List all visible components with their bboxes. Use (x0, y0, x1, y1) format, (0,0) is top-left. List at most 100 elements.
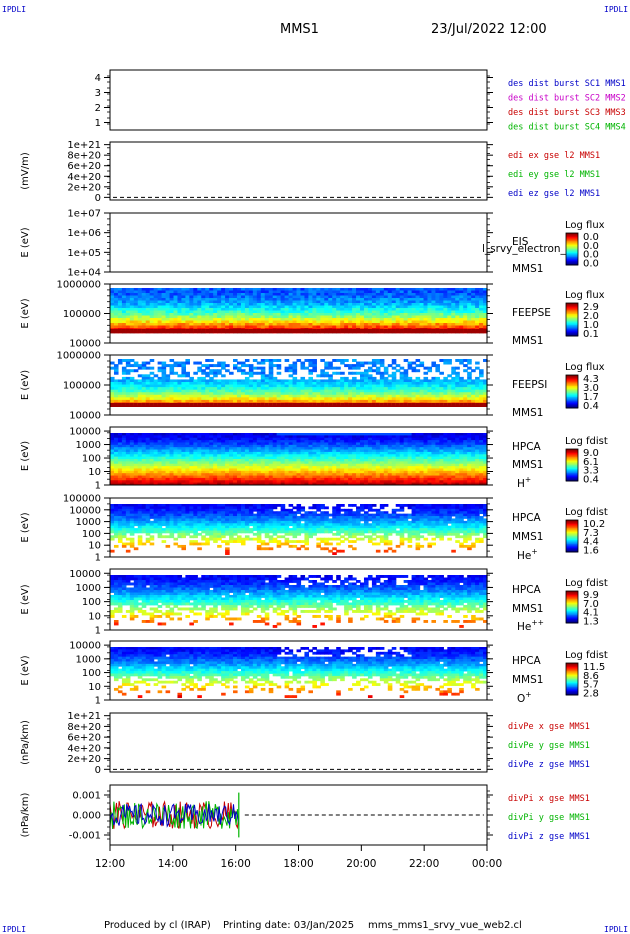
spectrogram-cell (201, 308, 206, 311)
spectrogram-cell (427, 389, 433, 393)
spectrogram-cell (371, 447, 377, 450)
spectrogram-cell (459, 376, 464, 380)
spectrogram-cell (288, 382, 294, 385)
spectrogram-cell (312, 293, 317, 296)
spectrogram-cell (280, 288, 286, 291)
spectrogram-cell (229, 437, 234, 441)
spectrogram-cell (173, 466, 179, 469)
spectrogram-cell (360, 399, 365, 403)
spectrogram-cell (427, 310, 433, 314)
spectrogram-cell (125, 382, 131, 385)
spectrogram-cell (272, 364, 278, 368)
spectrogram-cell (209, 456, 214, 460)
spectrogram-cell (240, 371, 246, 375)
spectrogram-cell (185, 329, 190, 333)
spectrogram-cell (185, 480, 190, 484)
spectrogram-cell (197, 293, 202, 296)
spectrogram-cell (236, 325, 242, 329)
spectrogram-cell (371, 329, 377, 333)
spectrogram-cell (264, 318, 270, 321)
spectrogram-cell (324, 394, 329, 398)
spectrogram-cell (383, 433, 389, 436)
spectrogram-cell (153, 288, 159, 291)
spectrogram-cell (443, 320, 448, 324)
spectrogram-cell (451, 300, 456, 304)
spectrogram-cell (276, 456, 282, 460)
spectrogram-cell (320, 310, 325, 314)
spectrogram-cell (391, 382, 397, 385)
spectrogram-cell (479, 290, 484, 294)
spectrogram-cell (411, 288, 417, 291)
spectrogram-cell (471, 308, 476, 311)
spectrogram-cell (399, 303, 405, 306)
spectrogram-cell (316, 389, 321, 393)
spectrogram-cell (312, 466, 317, 469)
spectrogram-cell (264, 300, 270, 304)
spectrogram-cell (379, 437, 385, 441)
spectrogram-cell (225, 477, 230, 481)
spectrogram-cell (387, 290, 393, 294)
spectrogram-cell (340, 303, 345, 306)
spectrogram-cell (121, 392, 127, 396)
spectrogram-cell (209, 473, 214, 476)
spectrogram-cell (252, 454, 258, 458)
spectrogram-cell (221, 394, 226, 398)
spectrogram-cell (367, 382, 373, 385)
spectrogram-cell (113, 466, 119, 469)
spectrogram-cell (352, 392, 357, 396)
spectrogram-cell (157, 468, 163, 472)
spectrogram-cell (479, 387, 484, 391)
spectrogram-cell (304, 392, 310, 396)
spectrogram-cell (451, 371, 456, 375)
spectrogram-cell (129, 403, 135, 407)
spectrogram-cell (383, 293, 389, 296)
spectrogram-cell (113, 320, 119, 324)
spectrogram-cell (363, 325, 369, 329)
spectrogram-cell (213, 384, 218, 388)
spectrogram-cell (435, 387, 440, 391)
spectrogram-cell (149, 329, 155, 333)
spectrogram-cell (225, 463, 230, 467)
spectrogram-cell (169, 435, 175, 439)
spectrogram-cell (141, 313, 147, 316)
spectrogram-cell (336, 313, 341, 316)
spectrogram-cell (352, 454, 357, 458)
spectrogram-cell (240, 397, 246, 401)
spectrogram-cell (391, 384, 397, 388)
spectrogram-cell (344, 320, 349, 324)
spectrogram-cell (177, 466, 183, 469)
spectrogram-cell (483, 389, 488, 393)
spectrogram-cell (113, 387, 119, 391)
spectrogram-cell (209, 437, 214, 441)
spectrogram-cell (300, 440, 306, 443)
spectrogram-cell (189, 300, 194, 304)
spectrogram-cell (189, 290, 194, 294)
spectrogram-cell (288, 305, 294, 309)
spectrogram-cell (217, 384, 222, 388)
spectrogram-cell (113, 318, 119, 321)
spectrogram-cell (165, 288, 171, 291)
spectrogram-cell (479, 318, 484, 321)
spectrogram-cell (229, 310, 234, 314)
spectrogram-cell (233, 366, 238, 370)
spectrogram-cell (340, 318, 345, 321)
spectrogram-cell (415, 288, 421, 291)
spectrogram-cell (165, 382, 171, 385)
spectrogram-cell (201, 463, 206, 467)
spectrogram-cell (312, 463, 317, 467)
spectrogram-cell (276, 447, 282, 450)
spectrogram-cell (125, 371, 131, 375)
spectrogram-cell (352, 308, 357, 311)
spectrogram-cell (236, 313, 242, 316)
spectrogram-cell (379, 394, 385, 398)
spectrogram-cell (225, 456, 230, 460)
spectrogram-cell (292, 288, 298, 291)
spectrogram-cell (308, 403, 313, 407)
spectrogram-cell (153, 295, 159, 299)
spectrogram-cell (308, 329, 313, 333)
spectrogram-cell (189, 315, 194, 319)
spectrogram-cell (284, 323, 290, 326)
spectrogram-cell (387, 325, 393, 329)
spectrogram-cell (300, 449, 306, 453)
panel-frame (109, 141, 488, 201)
